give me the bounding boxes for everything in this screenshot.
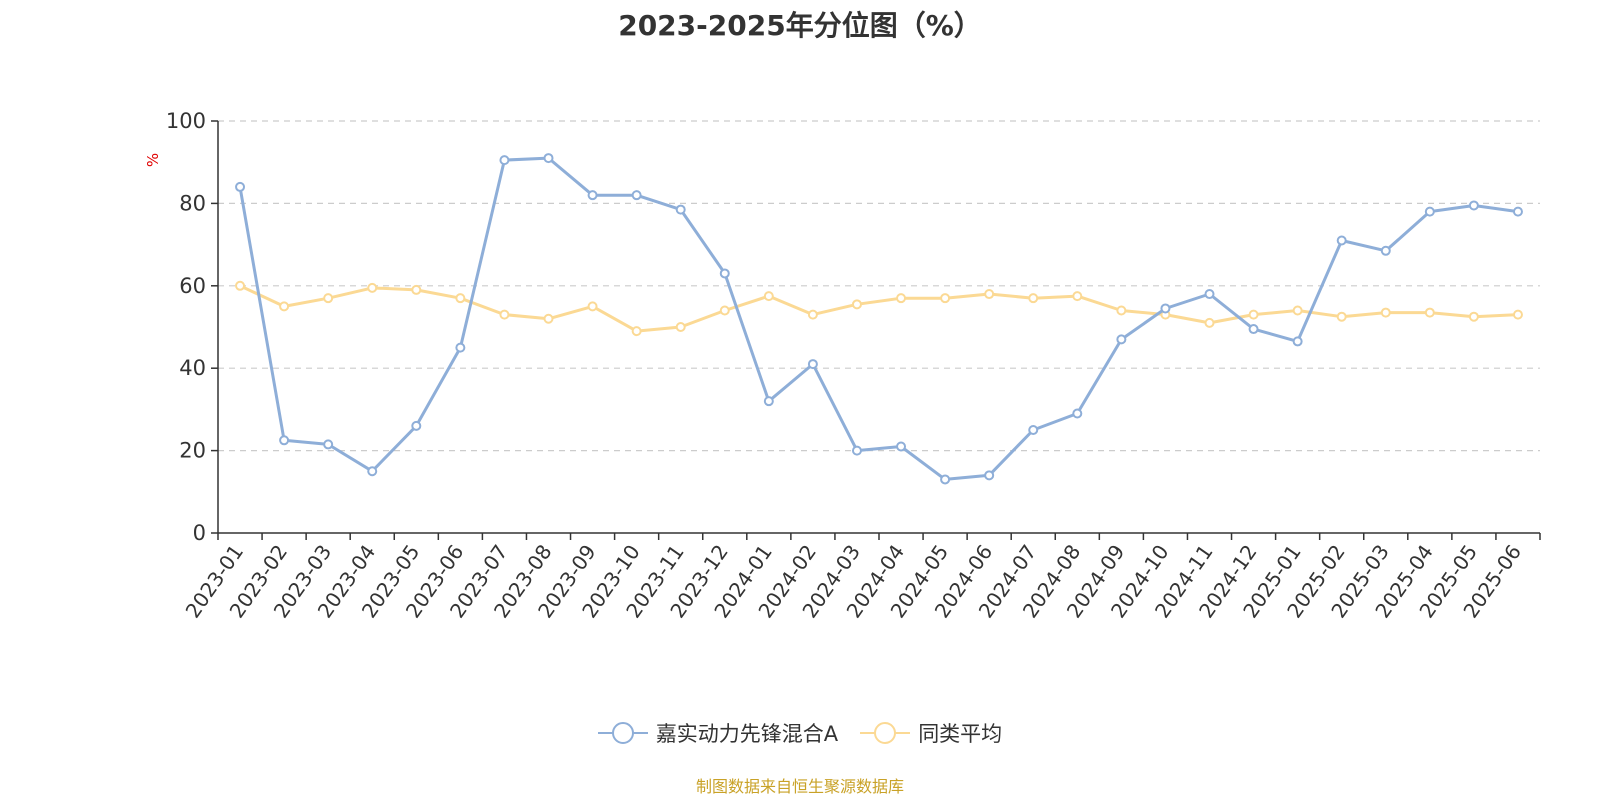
y-axis-label: % [144, 153, 162, 167]
data-point[interactable] [1072, 291, 1083, 302]
data-point[interactable] [1468, 200, 1479, 211]
data-point[interactable] [896, 293, 907, 304]
data-point[interactable] [1204, 317, 1215, 328]
legend-average-label: 同类平均 [918, 722, 1003, 746]
data-point[interactable] [1336, 311, 1347, 322]
data-point[interactable] [675, 204, 686, 215]
data-point[interactable] [1248, 309, 1259, 320]
data-point[interactable] [675, 322, 686, 332]
data-point[interactable] [411, 420, 422, 431]
data-point[interactable] [587, 301, 598, 312]
axes: 0204060801002023-012023-022023-032023-04… [166, 109, 1541, 622]
series-line [238, 156, 1519, 481]
data-point[interactable] [367, 466, 378, 477]
data-point[interactable] [807, 309, 818, 320]
data-point[interactable] [1336, 235, 1347, 246]
y-tick-label: 100 [166, 109, 206, 133]
data-point[interactable] [851, 445, 862, 456]
data-point[interactable] [587, 190, 598, 201]
data-point[interactable] [455, 342, 466, 353]
data-point[interactable] [940, 293, 951, 304]
data-point[interactable] [984, 289, 995, 300]
data-point[interactable] [719, 305, 730, 316]
y-tick-label: 20 [179, 439, 206, 463]
legend-item-average[interactable]: 同类平均 [860, 718, 1002, 748]
data-point[interactable] [1380, 245, 1391, 256]
data-point[interactable] [631, 190, 642, 201]
data-point[interactable] [763, 396, 774, 407]
y-tick-label: 60 [179, 274, 206, 298]
chart-title: 2023-2025年分位图（%） [618, 9, 982, 42]
data-point[interactable] [279, 435, 290, 446]
data-point[interactable] [323, 439, 334, 450]
data-point[interactable] [807, 359, 818, 370]
data-point[interactable] [235, 280, 246, 291]
series-fund [235, 153, 1523, 485]
data-point[interactable] [499, 309, 510, 320]
data-point[interactable] [1204, 289, 1215, 300]
data-point[interactable] [1468, 311, 1479, 322]
y-tick-label: 40 [179, 356, 206, 380]
data-point[interactable] [631, 326, 642, 337]
series-average [235, 280, 1523, 337]
series-line [239, 284, 1519, 333]
data-point[interactable] [1160, 303, 1171, 314]
data-point[interactable] [455, 293, 466, 304]
data-point[interactable] [1072, 408, 1083, 419]
data-point[interactable] [1248, 324, 1259, 335]
data-point[interactable] [367, 282, 378, 293]
data-point[interactable] [940, 474, 951, 485]
data-point[interactable] [719, 268, 730, 279]
data-point[interactable] [235, 181, 246, 192]
legend-fund-icon [597, 722, 648, 744]
data-point[interactable] [1028, 425, 1039, 435]
data-point[interactable] [984, 470, 995, 481]
data-point[interactable] [896, 441, 907, 452]
data-point[interactable] [1424, 307, 1435, 318]
legend-average-icon [860, 722, 911, 744]
data-point[interactable] [1292, 336, 1303, 347]
data-point[interactable] [543, 313, 554, 324]
legend-fund-label: 嘉实动力先锋混合A [655, 722, 839, 746]
data-point[interactable] [1512, 206, 1523, 217]
data-point[interactable] [1424, 206, 1435, 217]
series-layer [235, 153, 1523, 485]
y-tick-label: 0 [193, 521, 206, 545]
data-point[interactable] [279, 301, 290, 312]
data-point[interactable] [499, 155, 510, 166]
legend: 嘉实动力先锋混合A 同类平均 [0, 718, 1600, 748]
data-point[interactable] [1512, 309, 1523, 320]
data-point[interactable] [411, 284, 422, 295]
data-point[interactable] [1380, 307, 1391, 318]
data-point[interactable] [851, 299, 862, 310]
data-point[interactable] [1116, 334, 1127, 345]
grid-lines [218, 120, 1540, 452]
data-point[interactable] [1116, 305, 1127, 316]
source-note: 制图数据来自恒生聚源数据库 [695, 777, 904, 796]
y-tick-label: 80 [179, 191, 206, 215]
data-point[interactable] [1028, 293, 1039, 304]
data-point[interactable] [323, 293, 334, 304]
legend-item-fund[interactable]: 嘉实动力先锋混合A [597, 718, 839, 748]
data-point[interactable] [763, 291, 774, 302]
data-point[interactable] [1292, 305, 1303, 316]
data-point[interactable] [543, 153, 554, 164]
